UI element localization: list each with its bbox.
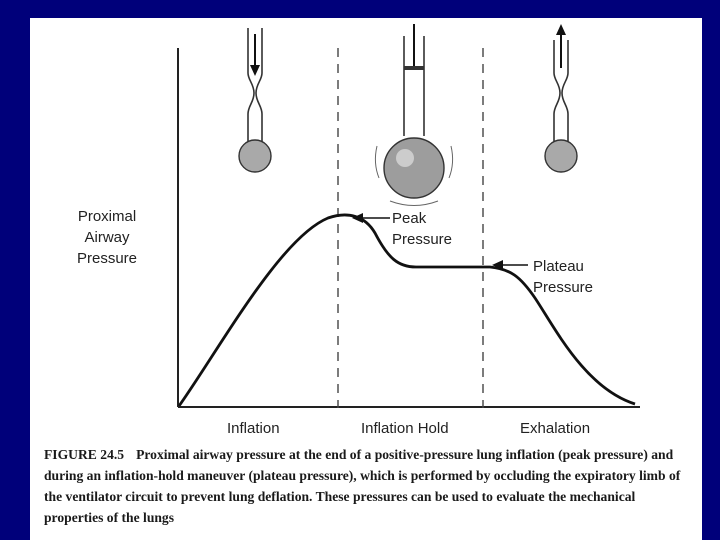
y-axis-label: Proximal Airway Pressure <box>77 206 137 269</box>
pressure-curve <box>177 213 636 407</box>
peak-arrow <box>352 213 390 223</box>
phase-label-inflation-hold: Inflation Hold <box>361 420 449 437</box>
peak-pressure-label: Peak Pressure <box>392 208 452 250</box>
caption-text: Proximal airway pressure at the end of a… <box>44 447 681 525</box>
plateau-label-line: Plateau <box>533 258 584 275</box>
plateau-label-line: Pressure <box>533 279 594 296</box>
y-axis-label-line: Airway <box>84 229 130 246</box>
syringe-inflation-icon <box>238 28 272 173</box>
y-axis-label-line: Pressure <box>77 250 138 267</box>
peak-label-line: Pressure <box>392 231 453 248</box>
figure-number: FIGURE 24.5 <box>44 447 125 462</box>
phase-label-inflation: Inflation <box>227 420 280 437</box>
plateau-pressure-label: Plateau Pressure <box>533 256 593 298</box>
peak-label-line: Peak <box>392 210 427 227</box>
y-axis-label-line: Proximal <box>77 208 137 225</box>
phase-label-exhalation: Exhalation <box>520 420 591 437</box>
pressure-diagram <box>177 24 640 408</box>
syringe-exhalation-icon <box>544 24 578 173</box>
syringe-inflated-lung-icon <box>374 24 454 206</box>
plateau-arrow <box>492 260 528 270</box>
slide: Proximal Airway Pressure Peak Pressure P… <box>30 18 702 540</box>
figure-caption: FIGURE 24.5 Proximal airway pressure at t… <box>44 444 694 528</box>
